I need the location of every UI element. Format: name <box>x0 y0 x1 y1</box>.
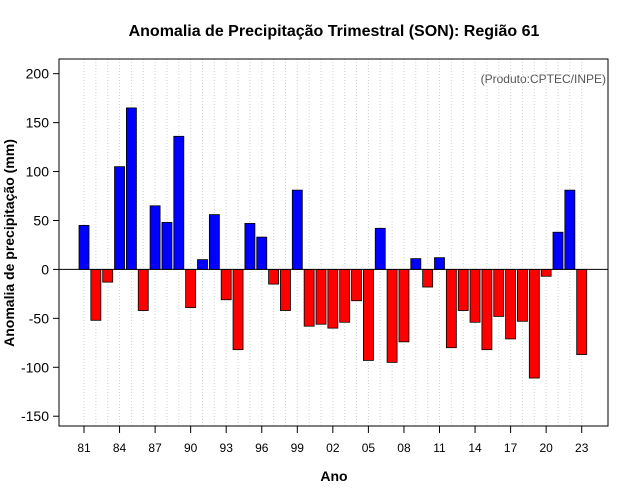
bar-2009 <box>410 258 422 270</box>
bar-2013 <box>457 269 469 311</box>
bar-2003 <box>339 269 351 323</box>
bar-2014 <box>469 269 481 323</box>
bar-1992 <box>208 214 220 270</box>
bar-1996 <box>256 236 268 270</box>
bar-2011 <box>434 257 445 270</box>
bar-2006 <box>374 227 386 270</box>
xtick-label-1999: 99 <box>291 441 305 455</box>
bar-2012 <box>445 269 457 349</box>
bar-1993 <box>220 269 232 301</box>
bar-2002 <box>327 269 339 329</box>
bar-1995 <box>244 223 256 270</box>
bar-2020 <box>540 269 552 277</box>
bar-1981 <box>78 224 90 270</box>
bar-2016 <box>493 269 505 317</box>
xtick-label-1996: 96 <box>255 441 269 455</box>
y-axis-label: Anomalia de precipitação (mm) <box>1 139 17 347</box>
xtick-label-2011: 11 <box>433 441 446 455</box>
ytick-label-50: 50 <box>33 212 49 228</box>
xtick-label-2020: 20 <box>539 441 553 455</box>
bar-1997 <box>268 269 280 285</box>
bar-2021 <box>552 231 564 270</box>
bar-2022 <box>564 189 576 270</box>
bar-1983 <box>102 269 114 283</box>
bar-1984 <box>114 166 125 270</box>
chart-title: Anomalia de Precipitação Trimestral (SON… <box>129 23 540 40</box>
xtick-label-2005: 05 <box>362 441 376 455</box>
bar-1988 <box>161 222 173 270</box>
bar-2015 <box>481 269 493 351</box>
bar-2010 <box>422 269 434 288</box>
xtick-label-1993: 93 <box>220 441 234 455</box>
xtick-label-2023: 23 <box>575 441 589 455</box>
bar-2001 <box>315 269 327 325</box>
xtick-label-1981: 81 <box>77 441 91 455</box>
x-axis-label: Ano <box>320 468 347 484</box>
xtick-label-1987: 87 <box>148 441 162 455</box>
bar-1994 <box>232 269 244 351</box>
bar-1991 <box>197 259 208 270</box>
ytick-label--150: -150 <box>21 408 49 424</box>
ytick-label-200: 200 <box>26 66 50 82</box>
bar-2008 <box>398 269 410 343</box>
xtick-label-2002: 02 <box>326 441 340 455</box>
ytick-label-0: 0 <box>41 261 49 277</box>
bar-1990 <box>185 269 197 308</box>
ytick-label--100: -100 <box>21 359 49 375</box>
bar-2018 <box>517 269 528 322</box>
xtick-label-2008: 08 <box>397 441 411 455</box>
bar-2017 <box>505 269 517 340</box>
bar-2004 <box>351 269 362 302</box>
xtick-label-2017: 17 <box>504 441 518 455</box>
xtick-label-1990: 90 <box>184 441 198 455</box>
bar-1999 <box>291 189 303 270</box>
xtick-label-2014: 14 <box>468 441 482 455</box>
bar-2007 <box>386 269 398 363</box>
bar-2023 <box>576 269 588 355</box>
ytick-label-150: 150 <box>26 115 50 131</box>
bar-1982 <box>90 269 102 321</box>
credit-annotation: (Produto:CPTEC/INPE) <box>481 72 606 86</box>
bar-1985 <box>126 107 137 270</box>
ytick-label-100: 100 <box>26 164 50 180</box>
bar-1987 <box>149 205 161 270</box>
bar-1986 <box>137 269 149 311</box>
ytick-label--50: -50 <box>29 310 49 326</box>
bar-2019 <box>528 269 540 379</box>
bar-2005 <box>362 269 374 361</box>
bar-1989 <box>173 135 185 270</box>
bar-1998 <box>280 269 291 311</box>
bar-2000 <box>303 269 315 327</box>
xtick-label-1984: 84 <box>113 441 127 455</box>
plot-frame <box>58 58 609 427</box>
